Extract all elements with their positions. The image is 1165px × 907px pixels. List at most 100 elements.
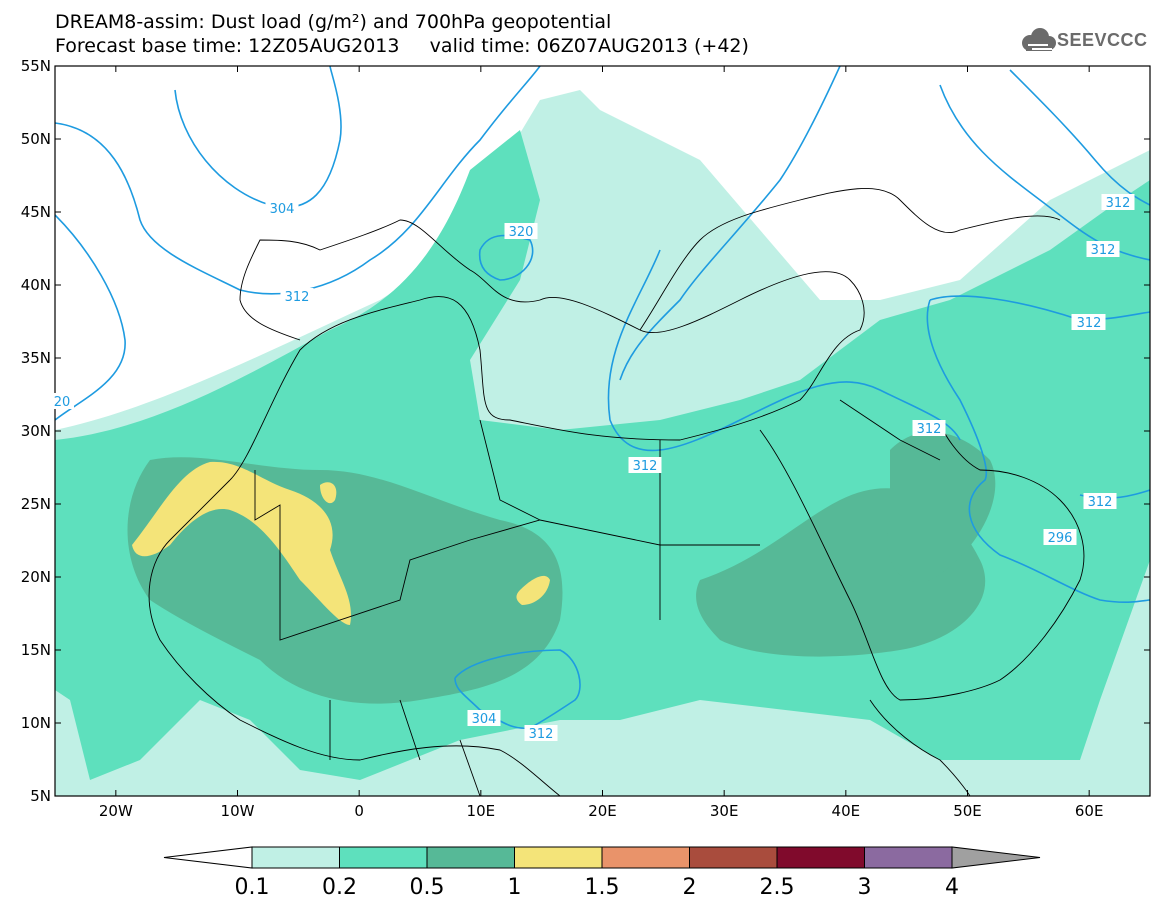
border: [329, 699, 481, 796]
cloud-icon: [1022, 28, 1056, 51]
contour-label-bg: [50, 393, 74, 409]
colorbar-label: 1: [508, 875, 522, 900]
colorbar-label: 4: [945, 875, 959, 900]
lon-tick-label: 50E: [953, 802, 982, 820]
contour-line: [55, 214, 126, 421]
contour-label-bg: [912, 420, 946, 436]
colorbar-label: 1.5: [585, 875, 620, 900]
longitude-axis: 20W 10W 0 10E 20E 30E 40E 50E 60E: [99, 66, 1104, 820]
colorbar-segment: [601, 846, 690, 869]
colorbar-over-arrow: [951, 846, 1041, 869]
lat-tick-label: 10N: [21, 714, 51, 732]
lat-tick-label: 5N: [30, 787, 51, 805]
contour-label: 296: [1048, 531, 1073, 546]
border: [479, 419, 541, 521]
lat-tick-label: 25N: [21, 495, 51, 513]
contour-label: 320: [509, 225, 534, 240]
contour-label-bg: [1083, 493, 1117, 509]
colorbar-segment: [689, 846, 778, 869]
dust-region-1: [320, 482, 337, 504]
colorbar-label: 0.1: [235, 875, 270, 900]
logo-text: SEEVCCC: [1057, 30, 1148, 50]
contour-label: 304: [472, 712, 497, 727]
coastline: [148, 479, 561, 796]
contour-label: 312: [1106, 196, 1131, 211]
contour-line: [926, 299, 1150, 603]
lon-tick-label: 60E: [1075, 802, 1104, 820]
colorbar-under-arrow: [163, 846, 253, 869]
contour-label-bg: [1072, 314, 1106, 330]
contour-label: 312: [1077, 316, 1102, 331]
logo: [1022, 28, 1056, 51]
lat-tick-label: 20N: [21, 568, 51, 586]
lat-tick-label: 55N: [21, 57, 51, 75]
lon-tick-label: 10E: [467, 802, 496, 820]
dust-region-1: [516, 575, 550, 605]
contour-line: [174, 66, 342, 208]
contour-labels: 3043123202031231231231229630431231231231…: [50, 194, 1135, 742]
lat-tick-label: 40N: [21, 276, 51, 294]
contour-label-bg: [1043, 529, 1077, 545]
latitude-axis: 55N 50N 45N 40N 35N 30N 25N 20N 15N 10N 5N: [21, 57, 1150, 805]
colorbar-label: 2.5: [760, 875, 795, 900]
contour-line: [454, 649, 581, 730]
lon-tick-label: 10W: [221, 802, 255, 820]
lon-tick-label: 40E: [832, 802, 861, 820]
contour-label-bg: [524, 725, 558, 741]
contour-label: 312: [285, 290, 310, 305]
lat-tick-label: 15N: [21, 641, 51, 659]
border: [254, 470, 661, 641]
colorbar-segment: [776, 846, 865, 869]
lat-tick-label: 45N: [21, 203, 51, 221]
colorbar-segment: [251, 846, 340, 869]
contour-label-bg: [1086, 241, 1120, 257]
colorbar-label: 0.5: [410, 875, 445, 900]
contour-label-bg: [280, 288, 314, 304]
contour-line: [1009, 69, 1150, 206]
contour-label-bg: [467, 710, 501, 726]
contour-label-bg: [628, 457, 662, 473]
lon-tick-label: 30E: [710, 802, 739, 820]
lon-tick-label: 20W: [99, 802, 133, 820]
contour-label: 312: [917, 422, 942, 437]
contour-line: [619, 66, 841, 381]
coastline: [869, 699, 971, 796]
dust-region-0.5: [127, 457, 563, 704]
border: [839, 399, 941, 461]
colorbar-label: 2: [683, 875, 697, 900]
contour-label-bg: [1101, 194, 1135, 210]
contour-label-bg: [265, 200, 299, 216]
contour-label: 312: [633, 459, 658, 474]
colorbar-label: 0.2: [322, 875, 357, 900]
dust-region-0.5: [887, 431, 996, 582]
contour-label-bg: [504, 223, 538, 239]
contour-label: 312: [1091, 243, 1116, 258]
colorbar-segment: [426, 846, 515, 869]
lat-tick-label: 35N: [21, 349, 51, 367]
colorbar-label: 3: [858, 875, 872, 900]
colorbar-segment: [864, 846, 953, 869]
dust-region-1: [132, 461, 351, 625]
colorbar-segment: [339, 846, 428, 869]
contour-line: [478, 234, 534, 281]
contour-label: 20: [54, 395, 71, 410]
contour-label: 304: [270, 202, 295, 217]
contour-label: 312: [1088, 495, 1113, 510]
lon-tick-label: 20E: [588, 802, 617, 820]
coastline: [229, 219, 865, 481]
colorbar-segment: [514, 846, 603, 869]
contour-label: 312: [529, 727, 554, 742]
map-title-line-2: Forecast base time: 12Z05AUG2013 valid t…: [55, 35, 749, 57]
coastlines-borders: [148, 188, 1085, 796]
lat-tick-label: 30N: [21, 422, 51, 440]
lat-tick-label: 50N: [21, 130, 51, 148]
coastline: [639, 188, 1061, 331]
lon-tick-label: 0: [354, 802, 364, 820]
colorbar: 0.1 0.2 0.5 1 1.5 2 2.5 3 4: [163, 846, 1041, 900]
contour-line: [929, 295, 1150, 321]
map-title-line-1: DREAM8-assim: Dust load (g/m²) and 700hP…: [55, 11, 612, 33]
dust-fields: [55, 66, 1150, 796]
border: [659, 440, 760, 546]
coastline: [759, 419, 1085, 701]
